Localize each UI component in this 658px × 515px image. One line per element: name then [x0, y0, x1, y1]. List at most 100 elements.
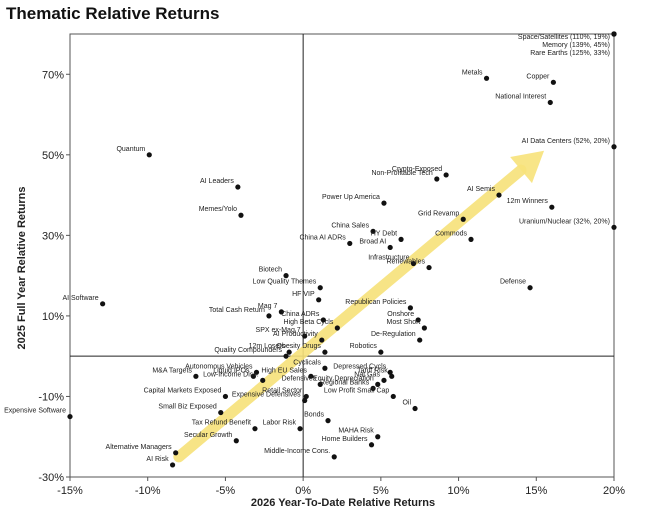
- point-label: De-Regulation: [371, 331, 416, 338]
- point-label: Space/Satellites (110%, 19%): [518, 34, 610, 41]
- scatter-point: [611, 144, 617, 150]
- scatter-point: [322, 349, 328, 355]
- point-label: Broad AI: [359, 238, 386, 245]
- point-label: Nat Gas: [354, 371, 380, 378]
- point-label: Commods: [435, 230, 467, 237]
- point-label: Labor Risk: [263, 420, 297, 427]
- scatter-point: [283, 273, 289, 279]
- x-tick-label: 5%: [373, 485, 389, 497]
- point-label: China Sales: [331, 222, 369, 229]
- point-label: Quality Compounders: [214, 347, 282, 354]
- scatter-point: [252, 426, 258, 432]
- point-label: Memory (139%, 45%): [542, 42, 610, 49]
- point-label: HY Debt: [371, 230, 397, 237]
- point-label: Low Profit Small Cap: [324, 387, 389, 394]
- scatter-point: [407, 305, 413, 311]
- point-label: Small Biz Exposed: [158, 404, 216, 411]
- x-tick-label: -15%: [57, 485, 83, 497]
- scatter-point: [460, 216, 466, 222]
- scatter-point: [317, 285, 323, 291]
- point-labels-layer: Space/Satellites (110%, 19%)Memory (139%…: [4, 34, 610, 463]
- y-tick-label: 50%: [42, 150, 64, 162]
- scatter-point: [322, 365, 328, 371]
- point-label: China ADRs: [281, 311, 320, 318]
- point-label: Retail Sector: [262, 387, 303, 394]
- scatter-point: [468, 236, 474, 242]
- points-layer: [67, 31, 617, 468]
- point-label: Non-Profitable Tech: [371, 170, 432, 177]
- point-label: Alternative Managers: [106, 444, 173, 451]
- point-label: Expensive Software: [4, 408, 66, 415]
- point-label: Regional Banks: [320, 379, 370, 386]
- x-tick-label: 15%: [525, 485, 547, 497]
- y-tick-label: 30%: [42, 230, 64, 242]
- scatter-point: [387, 369, 393, 375]
- scatter-point: [316, 297, 322, 303]
- point-label: AI Software: [62, 295, 98, 302]
- y-axis-label: 2025 Full Year Relative Returns: [16, 186, 28, 350]
- point-label: M&A Targets: [152, 367, 192, 374]
- scatter-point: [308, 373, 314, 379]
- point-label: Secular Growth: [184, 432, 232, 439]
- y-tick-label: -10%: [38, 391, 64, 403]
- scatter-point: [412, 405, 418, 412]
- point-label: Onshore: [387, 311, 414, 318]
- plot-frame: [69, 33, 615, 478]
- scatter-point: [297, 426, 303, 432]
- point-label: Copper: [526, 73, 550, 80]
- point-label: Obesity Drugs: [277, 343, 322, 350]
- scatter-point: [381, 200, 387, 206]
- scatter-point: [375, 434, 381, 440]
- scatter-point: [549, 204, 555, 210]
- point-label: Most Short: [387, 319, 421, 326]
- scatter-point: [260, 377, 266, 383]
- point-label: Robotics: [350, 343, 378, 350]
- point-label: Mag 7: [258, 303, 278, 310]
- point-label: Equity Depreciation: [313, 375, 374, 382]
- scatter-point: [398, 236, 404, 242]
- x-tick-label: 0%: [295, 485, 311, 497]
- point-label: Biotech: [259, 267, 282, 274]
- scatter-point: [387, 244, 393, 251]
- point-label: Low-Income Disc.: [203, 371, 259, 378]
- scatter-point: [302, 333, 308, 339]
- scatter-point: [370, 385, 376, 391]
- point-label: National Interest: [495, 93, 546, 100]
- y-tick-label: -30%: [38, 472, 64, 484]
- point-label: Low Quality Themes: [253, 279, 317, 286]
- point-label: Defense: [500, 279, 526, 286]
- point-label: China AI ADRs: [299, 234, 346, 241]
- scatter-point: [173, 450, 179, 456]
- scatter-point: [253, 369, 260, 375]
- scatter-point: [266, 313, 272, 319]
- point-label: Infrastructure: [368, 255, 409, 262]
- scatter-point: [370, 228, 376, 234]
- tick-labels-layer: -15% -10% -5% 0% 5% 10% 15% 20% -30% -10% 10% 30% 50…: [38, 69, 625, 497]
- point-label: Grid Revamp: [418, 210, 459, 217]
- point-label: High EU Sales: [261, 367, 307, 374]
- point-label: Autonomous Vehicles: [185, 363, 253, 370]
- scatter-point: [331, 454, 337, 460]
- scatter-point: [250, 373, 257, 379]
- scatter-point: [611, 224, 617, 230]
- point-label: Depressed Cycls: [333, 363, 386, 370]
- scatter-point: [146, 152, 152, 158]
- point-label: Capital Markets Exposed: [144, 387, 222, 394]
- scatter-point: [483, 75, 490, 81]
- point-label: Republican Policies: [345, 299, 407, 306]
- scatter-point: [417, 337, 423, 343]
- scatter-point: [302, 397, 308, 404]
- scatter-point: [233, 438, 239, 444]
- scatter-point: [378, 349, 384, 355]
- scatter-point: [381, 377, 387, 383]
- point-label: Total Cash Return: [209, 307, 265, 314]
- x-tick-label: -5%: [216, 485, 236, 497]
- scatter-point: [238, 212, 244, 218]
- scatter-point: [320, 317, 326, 323]
- scatter-point: [222, 393, 229, 400]
- scatter-point: [527, 285, 533, 291]
- point-label: Metals: [462, 69, 483, 76]
- point-label: Uranium/Nuclear (32%, 20%): [519, 218, 610, 225]
- point-label: Tariff Risk: [357, 367, 388, 374]
